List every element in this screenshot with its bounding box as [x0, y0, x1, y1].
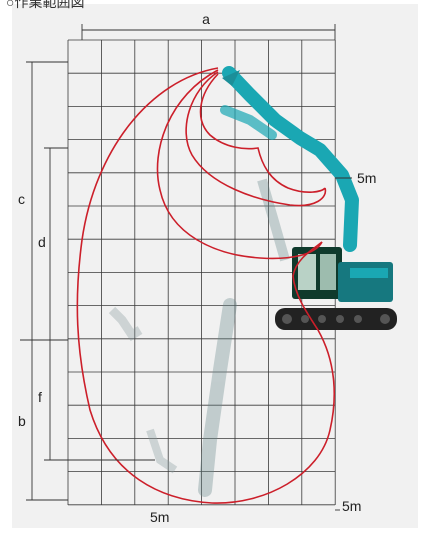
excavator-ghost-boom-down: [146, 298, 237, 497]
reach-curve-4: [199, 73, 326, 193]
label-5m-corner: 5m: [342, 498, 361, 514]
dimension-labels: a c d f b 5m 5m 5m: [18, 11, 376, 525]
label-5m-right: 5m: [357, 170, 376, 186]
label-5m-bottom: 5m: [150, 509, 169, 525]
label-b: b: [18, 413, 26, 429]
max-reach-curve: [76, 67, 336, 504]
label-c: c: [18, 191, 25, 207]
label-f: f: [38, 389, 42, 405]
diagram-title: ○作業範囲図: [6, 0, 85, 10]
label-a: a: [202, 11, 210, 27]
excavator-icon: [220, 66, 397, 330]
excavator-ghost-bucket-left: [108, 306, 143, 342]
excavator-ghost-boom-mid: [257, 178, 290, 262]
reach-curve-2: [156, 69, 323, 260]
label-d: d: [38, 234, 46, 250]
reach-curve-3: [185, 71, 327, 207]
grid: [67, 39, 336, 506]
work-range-envelope: [76, 67, 336, 504]
dimension-lines: [20, 24, 352, 511]
